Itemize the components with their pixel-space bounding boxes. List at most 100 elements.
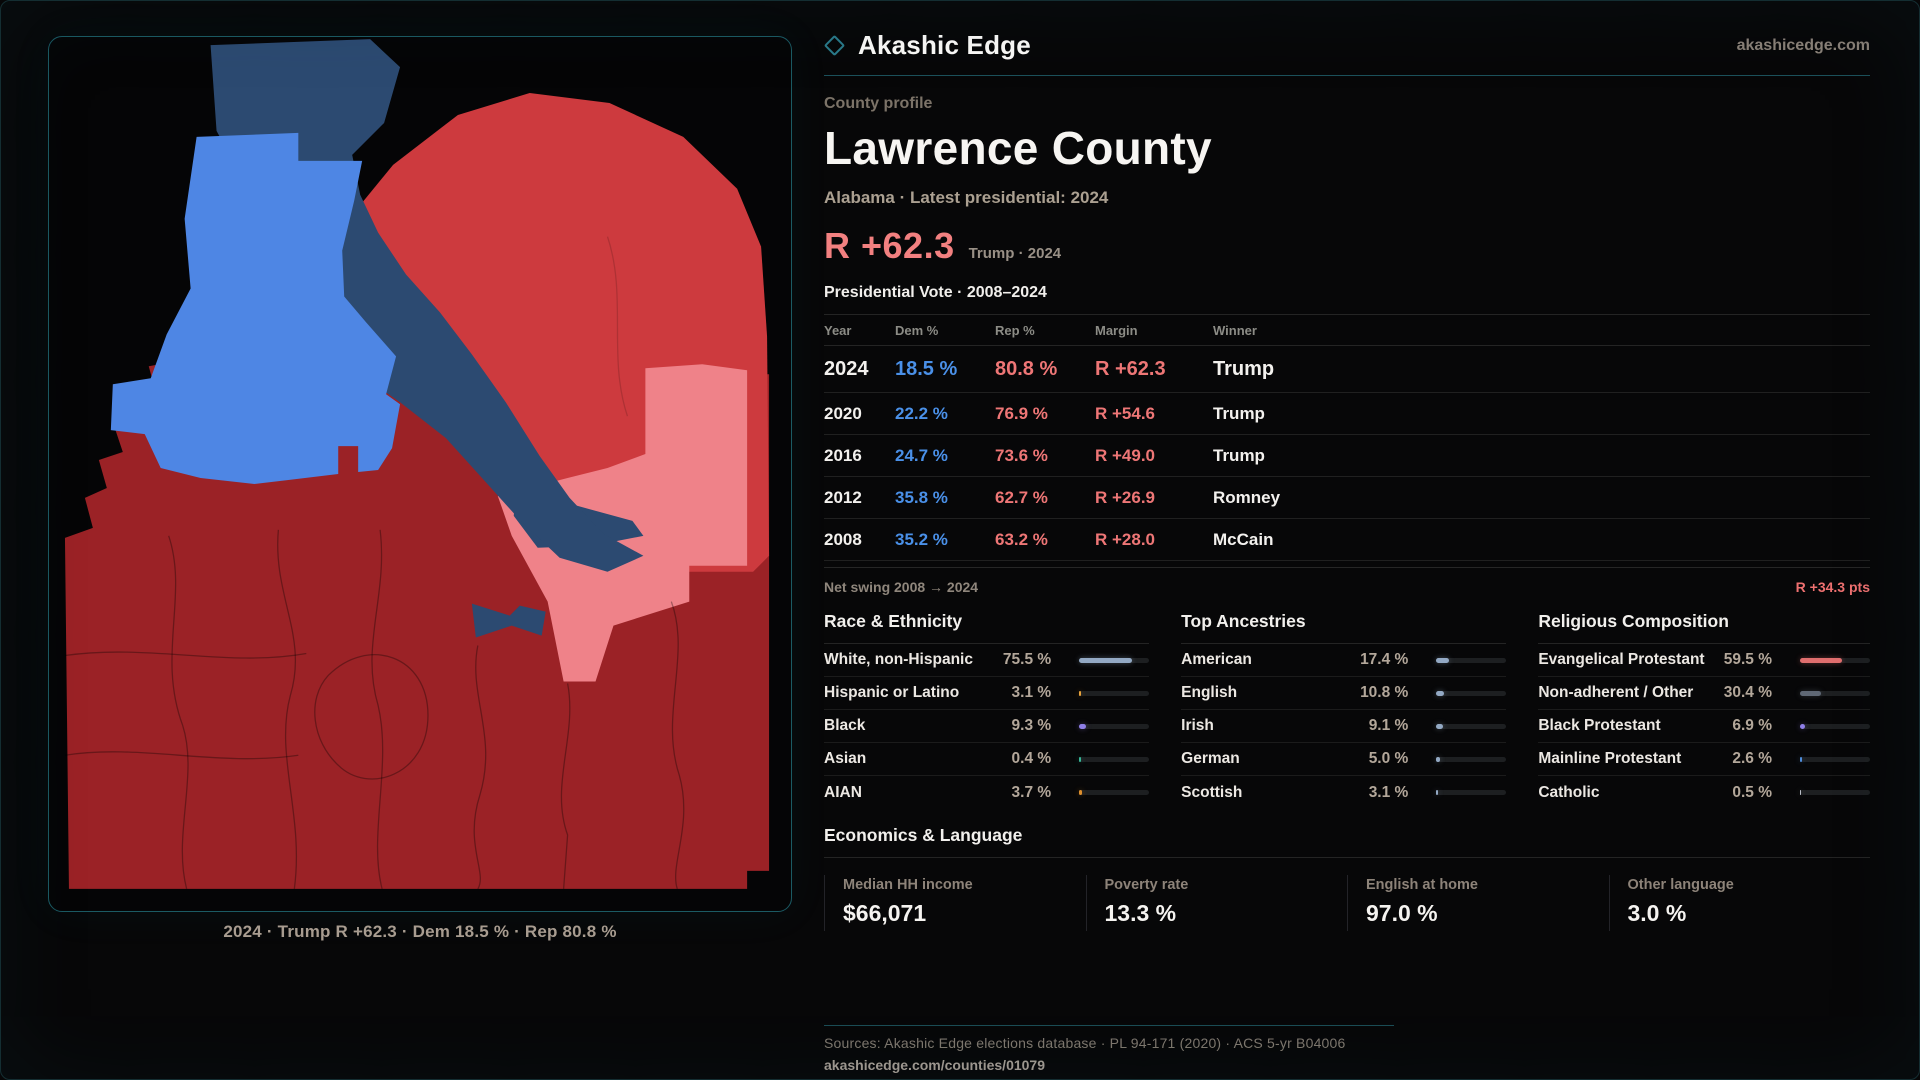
vote-table-row: 2012 35.8 % 62.7 % R +26.9 Romney bbox=[824, 477, 1870, 519]
demo-row: AIAN 3.7 % bbox=[824, 776, 1150, 809]
vote-winner: Trump bbox=[1213, 357, 1275, 380]
net-swing-value: R +34.3 pts bbox=[1795, 579, 1870, 595]
demo-bar-track bbox=[1079, 690, 1150, 696]
dem-share: 18.5 % bbox=[895, 357, 958, 380]
vote-margin: R +62.3 bbox=[1095, 357, 1166, 380]
demo-bar-fill bbox=[1799, 790, 1802, 795]
demo-label: Black Protestant bbox=[1538, 717, 1661, 734]
demo-row: Non-adherent / Other 30.4 % bbox=[1538, 677, 1870, 710]
headline-margin-context: Trump · 2024 bbox=[968, 245, 1062, 262]
demo-bar-track bbox=[1799, 690, 1870, 696]
demo-bar-fill bbox=[1799, 756, 1802, 762]
brand-diamond-icon bbox=[823, 34, 846, 57]
eyebrow-label: County profile bbox=[824, 95, 933, 112]
footer: Sources: Akashic Edge elections database… bbox=[824, 1025, 1394, 1075]
vote-winner: Trump bbox=[1213, 445, 1265, 465]
vote-margin: R +54.6 bbox=[1095, 403, 1156, 423]
demo-bar-fill bbox=[1799, 690, 1822, 696]
stat-label: Poverty rate bbox=[1104, 877, 1189, 893]
demo-value: 75.5 % bbox=[1002, 651, 1052, 668]
demo-label: English bbox=[1181, 684, 1238, 701]
vote-table-row: 2024 18.5 % 80.8 % R +62.3 Trump bbox=[824, 346, 1870, 393]
demo-section-title: Top Ancestries bbox=[1181, 611, 1507, 644]
demo-bar-fill bbox=[1436, 790, 1439, 795]
vote-margin: R +26.9 bbox=[1095, 487, 1156, 507]
page-subtitle: Alabama · Latest presidential: 2024 bbox=[824, 188, 1109, 207]
dem-share: 24.7 % bbox=[895, 445, 948, 465]
demo-bar-fill bbox=[1079, 690, 1082, 696]
rep-share: 63.2 % bbox=[995, 529, 1048, 549]
vote-year: 2024 bbox=[824, 357, 869, 380]
demo-label: AIAN bbox=[824, 783, 862, 801]
demo-bar-fill bbox=[1436, 690, 1444, 696]
demo-bar-track bbox=[1079, 790, 1150, 795]
demo-label: Irish bbox=[1181, 717, 1214, 734]
demo-bar-track bbox=[1436, 657, 1507, 663]
demo-value: 2.6 % bbox=[1732, 750, 1772, 767]
demo-bar-track bbox=[1436, 756, 1507, 762]
stat-value: 97.0 % bbox=[1366, 900, 1438, 926]
vote-winner: Trump bbox=[1213, 403, 1265, 423]
demo-row: White, non-Hispanic 75.5 % bbox=[824, 644, 1150, 677]
demo-section: Race & Ethnicity White, non-Hispanic 75.5 … bbox=[824, 611, 1150, 809]
vote-margin: R +28.0 bbox=[1095, 529, 1156, 549]
dem-share: 35.8 % bbox=[895, 487, 948, 507]
demo-bar-fill bbox=[1079, 756, 1081, 762]
demo-value: 59.5 % bbox=[1723, 651, 1772, 668]
demo-value: 17.4 % bbox=[1360, 651, 1409, 668]
county-profile-panel: Akashic Edge akashicedge.com County prof… bbox=[823, 0, 1870, 1075]
demo-label: White, non-Hispanic bbox=[824, 651, 973, 668]
stat-value: $66,071 bbox=[843, 900, 927, 926]
brand[interactable]: Akashic Edge bbox=[823, 30, 1031, 61]
demo-bar-track bbox=[1436, 690, 1507, 696]
demo-value: 3.7 % bbox=[1011, 783, 1052, 801]
demo-section-title: Race & Ethnicity bbox=[824, 611, 1150, 644]
demo-bar-fill bbox=[1799, 723, 1805, 729]
demo-value: 30.4 % bbox=[1723, 684, 1772, 701]
col-year: Year bbox=[824, 322, 852, 338]
demo-value: 0.5 % bbox=[1732, 783, 1772, 801]
demo-bar-fill bbox=[1799, 657, 1842, 663]
rep-share: 62.7 % bbox=[995, 487, 1048, 507]
col-rep: Rep % bbox=[995, 322, 1035, 338]
dem-share: 22.2 % bbox=[895, 403, 948, 423]
site-domain-link[interactable]: akashicedge.com bbox=[1736, 36, 1870, 54]
demo-bar-fill bbox=[1079, 723, 1086, 729]
col-dem: Dem % bbox=[895, 322, 939, 338]
demo-bar-track bbox=[1799, 756, 1870, 762]
stat-value: 13.3 % bbox=[1104, 900, 1177, 926]
vote-table-row: 2020 22.2 % 76.9 % R +54.6 Trump bbox=[824, 393, 1870, 435]
demo-bar-track bbox=[1799, 790, 1870, 795]
demo-row: English 10.8 % bbox=[1181, 677, 1507, 710]
stat-label: English at home bbox=[1366, 877, 1478, 893]
vote-table-row: 2016 24.7 % 73.6 % R +49.0 Trump bbox=[824, 435, 1870, 477]
headline-margin-value: R +62.3 bbox=[824, 225, 955, 266]
demo-bar-track bbox=[1799, 723, 1870, 729]
demo-value: 5.0 % bbox=[1368, 750, 1409, 767]
demo-bar-track bbox=[1799, 657, 1870, 663]
demo-section: Religious Composition Evangelical Protest… bbox=[1538, 611, 1870, 809]
demo-row: Mainline Protestant 2.6 % bbox=[1538, 743, 1870, 776]
demo-bar-fill bbox=[1436, 756, 1440, 762]
stat-label: Median HH income bbox=[843, 877, 973, 893]
demo-value: 3.1 % bbox=[1011, 684, 1052, 701]
vote-table-row: 2008 35.2 % 63.2 % R +28.0 McCain bbox=[824, 519, 1870, 561]
vote-table-header: Year Dem % Rep % Margin Winner bbox=[824, 315, 1870, 346]
stat-value: 3.0 % bbox=[1627, 900, 1687, 926]
net-swing-label: Net swing 2008 → 2024 bbox=[824, 579, 979, 595]
demo-bar-track bbox=[1436, 790, 1507, 795]
headline-margin-row: R +62.3 Trump · 2024 bbox=[824, 225, 1870, 267]
demo-label: American bbox=[1181, 651, 1252, 668]
demo-row: Evangelical Protestant 59.5 % bbox=[1538, 644, 1870, 677]
demo-value: 3.1 % bbox=[1368, 783, 1409, 801]
demo-bar-track bbox=[1079, 756, 1150, 762]
demo-value: 6.9 % bbox=[1732, 717, 1772, 734]
footer-permalink[interactable]: akashicedge.com/counties/01079 bbox=[824, 1057, 1045, 1073]
precinct-boundaries bbox=[64, 529, 685, 890]
demo-label: Evangelical Protestant bbox=[1538, 651, 1705, 668]
demo-value: 0.4 % bbox=[1011, 750, 1052, 767]
demo-label: Non-adherent / Other bbox=[1538, 684, 1694, 701]
demo-row: Scottish 3.1 % bbox=[1181, 776, 1507, 809]
demo-label: Scottish bbox=[1181, 783, 1243, 801]
demo-bar-track bbox=[1079, 723, 1150, 729]
